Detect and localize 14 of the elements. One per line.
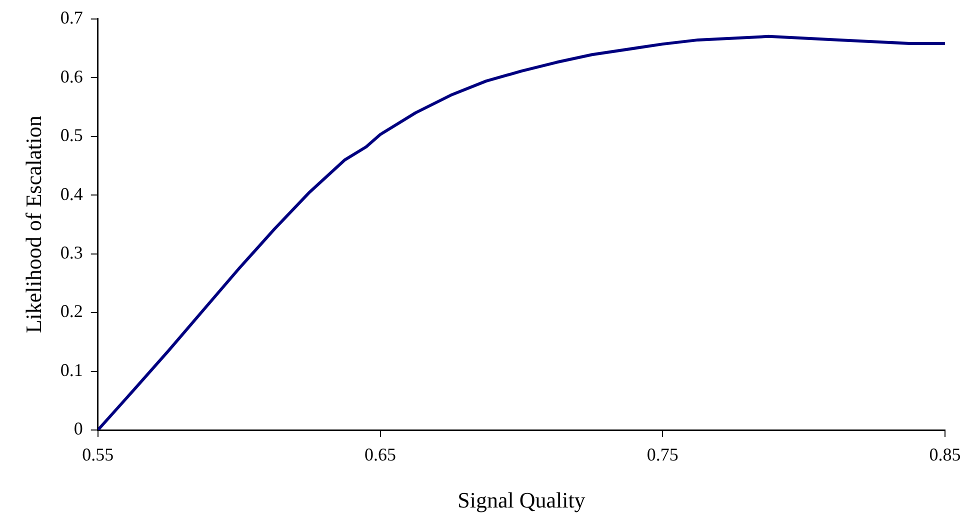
x-tick-label: 0.85 bbox=[929, 444, 961, 465]
x-axis-title: Signal Quality bbox=[458, 488, 586, 513]
x-tick-label: 0.55 bbox=[82, 444, 114, 465]
y-tick-label: 0.4 bbox=[60, 184, 83, 204]
x-tick-label: 0.65 bbox=[364, 444, 396, 465]
y-tick-label: 0.3 bbox=[60, 242, 83, 263]
y-tick-label: 0.2 bbox=[60, 301, 83, 322]
y-tick-label: 0.6 bbox=[60, 66, 83, 86]
y-tick-label: 0 bbox=[74, 418, 83, 439]
y-tick-label: 0.7 bbox=[60, 8, 83, 28]
x-tick-label: 0.75 bbox=[646, 444, 678, 465]
y-axis-title: Likelihood of Escalation bbox=[20, 116, 46, 334]
y-tick-label: 0.1 bbox=[60, 360, 83, 380]
y-tick-label: 0.5 bbox=[60, 125, 83, 146]
